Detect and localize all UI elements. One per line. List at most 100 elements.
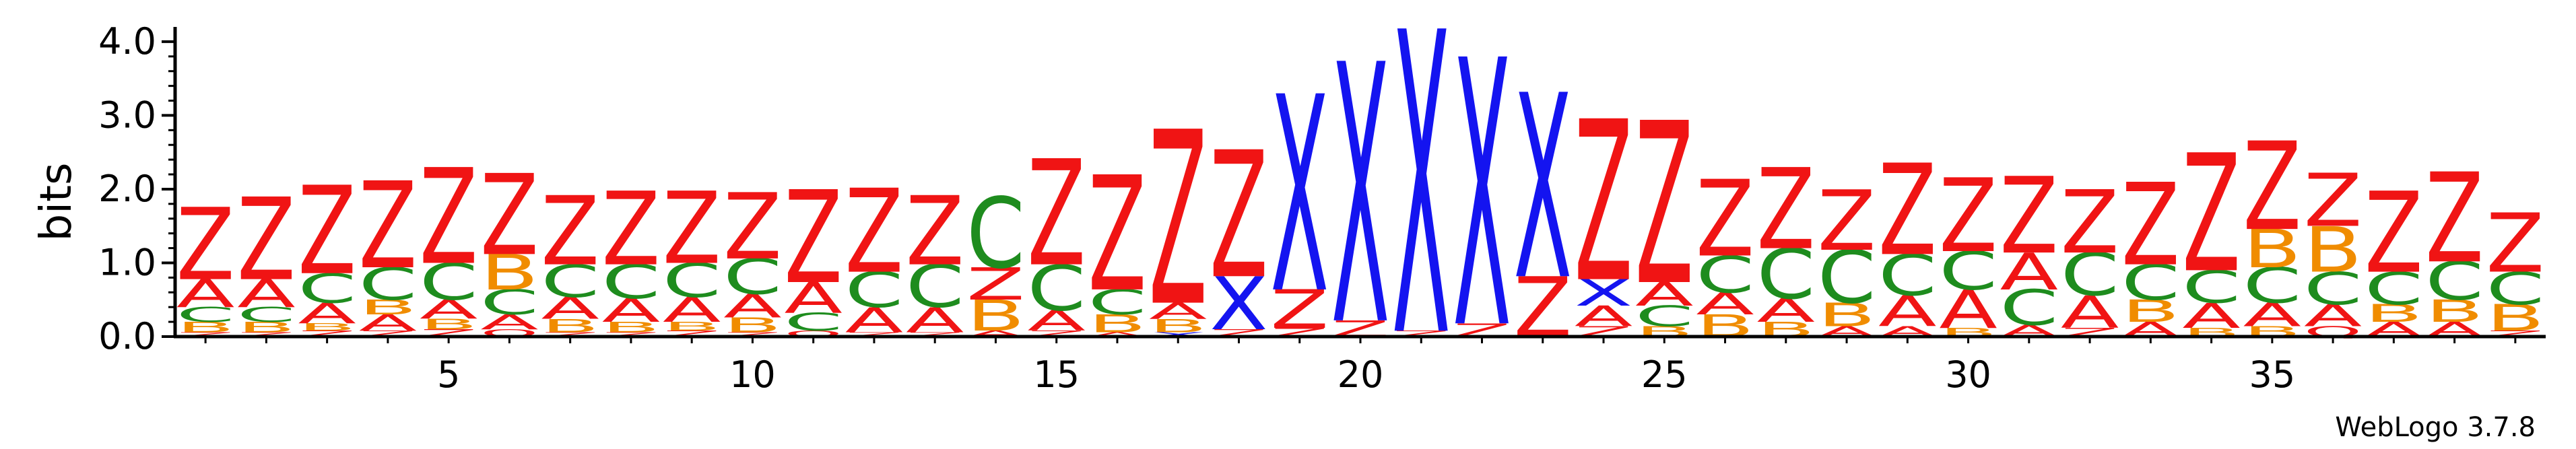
- logo-glyph-c: C: [723, 249, 782, 306]
- logo-glyph-a: A: [845, 300, 904, 341]
- logo-glyph-a: A: [2243, 296, 2302, 334]
- logo-glyph-z: Z: [966, 258, 1025, 310]
- logo-glyph-b: B: [663, 320, 721, 334]
- logo-glyph-c: C: [2000, 280, 2058, 337]
- logo-glyph-a: A: [420, 295, 478, 325]
- logo-glyph-z: Z: [359, 158, 418, 296]
- logo-glyph-c: C: [359, 259, 418, 310]
- logo-glyph-z: Z: [2000, 155, 2059, 277]
- logo-glyph-c: C: [2061, 241, 2119, 310]
- logo-glyph-z: Z: [845, 331, 904, 338]
- logo-glyph-z: Z: [1635, 77, 1694, 335]
- logo-glyph-b: B: [420, 316, 478, 333]
- logo-glyph-c: C: [298, 265, 356, 312]
- logo-glyph-c: C: [1818, 236, 1876, 320]
- y-axis-ticks: 0.0 1.0 2.0 3.0 4.0: [98, 20, 175, 357]
- logo-glyph-z: Z: [541, 331, 599, 338]
- logo-glyph-z: Z: [602, 331, 661, 338]
- logo-glyph-a: A: [1027, 304, 1086, 337]
- logo-glyph-z: Z: [723, 174, 782, 280]
- logo-glyph-z: Z: [480, 150, 539, 280]
- x-axis-ticks: 5 10 15 20 25 30 35: [204, 337, 2517, 396]
- logo-glyph-x: X: [1331, 0, 1390, 405]
- y-tick-label: 3.0: [98, 94, 156, 136]
- logo-glyph-c: C: [2121, 254, 2180, 311]
- logo-glyph-b: B: [2425, 294, 2484, 329]
- logo-glyph-a: A: [784, 273, 843, 323]
- logo-glyph-c: C: [1696, 246, 1754, 304]
- logo-glyph-z: Z: [784, 164, 843, 312]
- logo-glyph-z: Z: [2243, 116, 2302, 258]
- logo-glyph-z: Z: [845, 164, 904, 299]
- logo-glyph-b: B: [298, 322, 356, 333]
- logo-glyph-z: Z: [237, 331, 296, 338]
- logo-glyph-b: B: [723, 314, 782, 337]
- credit-label: WebLogo 3.7.8: [2335, 412, 2536, 443]
- logo-glyph-x: X: [1270, 40, 1329, 353]
- logo-glyph-a: A: [723, 287, 782, 325]
- logo-glyph-b: B: [359, 296, 418, 319]
- logo-glyph-layer: ZBCAZZBCAZZBACZZABCZZBACZQACBZZBACZZBACZ…: [176, 0, 2544, 429]
- logo-glyph-c: C: [2425, 252, 2484, 312]
- logo-glyph-a: A: [480, 310, 539, 334]
- logo-glyph-z: Z: [663, 172, 721, 287]
- logo-glyph-a: A: [1635, 275, 1694, 313]
- logo-glyph-b: B: [237, 319, 296, 335]
- logo-glyph-c: C: [2304, 263, 2363, 314]
- logo-glyph-a: A: [663, 289, 721, 330]
- logo-glyph-b: B: [966, 291, 1025, 341]
- logo-glyph-c: C: [2182, 262, 2241, 313]
- logo-glyph-z: Z: [237, 175, 296, 307]
- logo-glyph-b: B: [1818, 296, 1876, 334]
- x-tick-label: 15: [1033, 353, 1080, 396]
- logo-glyph-c: C: [420, 253, 478, 312]
- logo-glyph-z: Z: [541, 176, 599, 287]
- logo-glyph-z: Z: [1939, 157, 1997, 275]
- logo-glyph-c: C: [2243, 258, 2302, 314]
- logo-glyph-c: C: [480, 283, 539, 322]
- logo-glyph-z: Z: [1270, 279, 1329, 340]
- logo-glyph-b: B: [176, 319, 235, 335]
- logo-glyph-a: A: [2061, 286, 2119, 338]
- logo-glyph-c: C: [845, 262, 904, 318]
- logo-glyph-a: A: [1878, 287, 1937, 337]
- x-tick-label: 30: [1945, 353, 1991, 396]
- y-tick-label: 2.0: [98, 168, 156, 210]
- y-tick-label: 1.0: [98, 241, 156, 283]
- logo-glyph-a: A: [602, 291, 661, 329]
- logo-glyph-c: C: [1635, 300, 1694, 333]
- logo-glyph-c: C: [663, 254, 721, 308]
- logo-glyph-z: Z: [2365, 168, 2423, 298]
- logo-glyph-b: B: [2121, 294, 2180, 329]
- x-tick-label: 10: [729, 353, 776, 396]
- logo-glyph-z: Z: [2061, 172, 2119, 274]
- logo-glyph-z: Z: [2486, 197, 2545, 291]
- logo-glyph-x: X: [1513, 42, 1572, 337]
- logo-glyph-x: X: [1149, 331, 1208, 338]
- logo-glyph-c: C: [966, 177, 1025, 290]
- logo-glyph-b: B: [2486, 297, 2545, 339]
- logo-glyph-z: Z: [1575, 75, 1633, 331]
- logo-glyph-z: Z: [298, 160, 356, 302]
- logo-glyph-c: C: [237, 303, 296, 326]
- logo-glyph-b: B: [602, 319, 661, 335]
- logo-glyph-c: C: [1756, 235, 1815, 315]
- logo-glyph-z: Z: [2121, 160, 2180, 292]
- logo-glyph-a: A: [2000, 242, 2058, 302]
- logo-glyph-z: Z: [176, 188, 235, 303]
- logo-glyph-c: C: [1939, 241, 1997, 302]
- logo-glyph-z: Z: [1149, 81, 1208, 359]
- logo-glyph-c: C: [602, 255, 661, 310]
- logo-glyph-a: A: [1088, 331, 1147, 338]
- logo-glyph-a: A: [906, 300, 964, 341]
- logo-glyph-z: Z: [1210, 114, 1268, 317]
- logo-glyph-a: A: [359, 310, 418, 337]
- logo-glyph-b: B: [2304, 214, 2363, 287]
- logo-glyph-z: Z: [1027, 129, 1086, 299]
- x-tick-label: 5: [437, 353, 460, 396]
- logo-glyph-z: Z: [1818, 173, 1876, 269]
- logo-glyph-b: B: [480, 245, 539, 301]
- logo-glyph-b: B: [1088, 310, 1147, 338]
- logo-glyph-a: A: [1696, 287, 1754, 322]
